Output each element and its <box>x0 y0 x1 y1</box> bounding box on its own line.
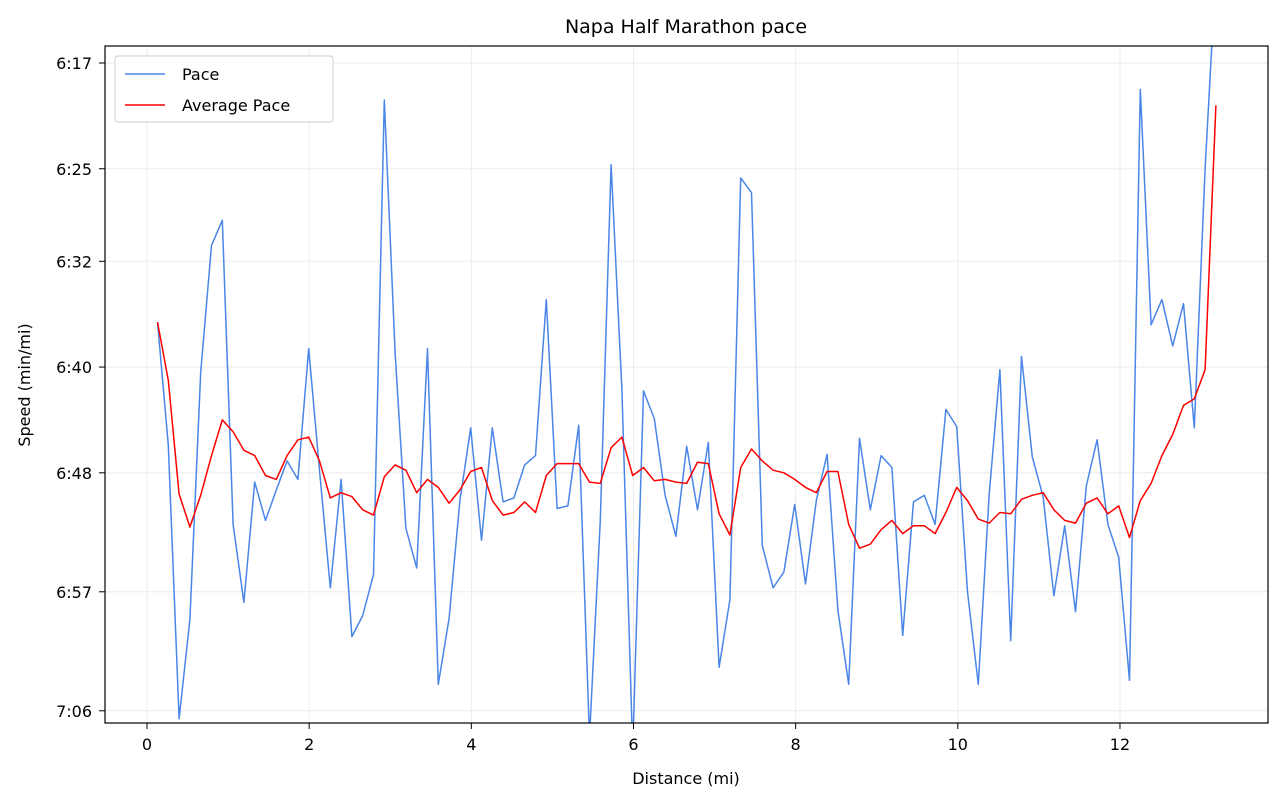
y-tick-label: 7:06 <box>56 702 92 721</box>
plot-frame <box>104 45 1269 724</box>
x-tick-label: 10 <box>948 735 968 754</box>
chart-title: Napa Half Marathon pace <box>565 16 807 38</box>
y-tick-label: 6:40 <box>56 358 92 377</box>
y-tick-label: 6:17 <box>56 54 92 73</box>
x-tick-label: 2 <box>304 735 314 754</box>
average-pace-line <box>156 105 1217 549</box>
y-tick-label: 6:25 <box>56 160 92 179</box>
legend: Pace Average Pace <box>114 55 334 123</box>
x-tick-label: 12 <box>1110 735 1130 754</box>
legend-label-average-pace: Average Pace <box>182 96 290 115</box>
y-tick-label: 6:48 <box>56 464 92 483</box>
pace-line <box>156 46 1213 723</box>
x-tick-label: 0 <box>142 735 152 754</box>
legend-label-pace: Pace <box>182 65 219 84</box>
x-axis-label: Distance (mi) <box>632 769 740 788</box>
y-tick-label: 6:32 <box>56 252 92 271</box>
y-axis-label: Speed (min/mi) <box>15 323 34 446</box>
x-tick-label: 6 <box>628 735 638 754</box>
x-tick-label: 4 <box>466 735 476 754</box>
x-tick-label: 8 <box>791 735 801 754</box>
y-tick-label: 6:57 <box>56 583 92 602</box>
